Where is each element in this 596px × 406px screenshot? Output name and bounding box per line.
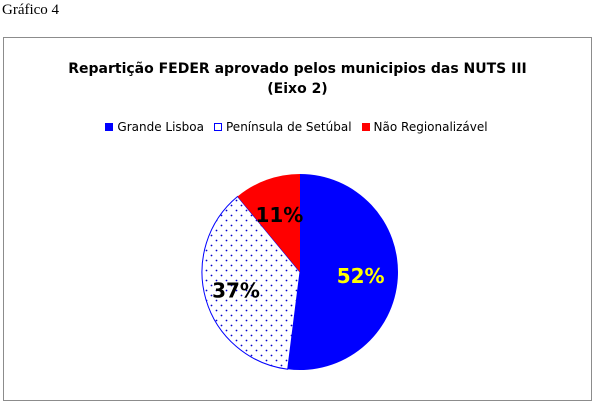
chart-subtitle: (Eixo 2) bbox=[267, 81, 328, 97]
legend-item-grande-lisboa: Grande Lisboa bbox=[105, 120, 204, 134]
pie-chart: 52% 37% 11% bbox=[201, 174, 398, 370]
pie-label-nao-regionalizavel: 11% bbox=[255, 203, 303, 227]
pie-label-peninsula-setubal: 37% bbox=[212, 279, 260, 303]
legend-label-peninsula-setubal: Península de Setúbal bbox=[226, 120, 352, 134]
document-caption: Gráfico 4 bbox=[2, 2, 60, 18]
chart-title: Repartição FEDER aprovado pelos municipi… bbox=[68, 61, 527, 77]
pie-label-grande-lisboa: 52% bbox=[337, 264, 385, 288]
pie-slice-grande-lisboa bbox=[287, 174, 398, 370]
chart-frame: Repartição FEDER aprovado pelos municipi… bbox=[3, 37, 592, 401]
legend-item-nao-regionalizavel: Não Regionalizável bbox=[361, 120, 488, 134]
legend-label-nao-regionalizavel: Não Regionalizável bbox=[373, 120, 488, 134]
legend-swatch-grande-lisboa bbox=[105, 123, 114, 131]
legend-label-grande-lisboa: Grande Lisboa bbox=[117, 120, 204, 134]
pie-slice-nao-regionalizavel bbox=[237, 174, 300, 272]
legend-swatch-peninsula-setubal bbox=[214, 123, 222, 131]
pie-slice-peninsula-setubal bbox=[201, 195, 301, 370]
legend-item-peninsula-setubal: Península de Setúbal bbox=[214, 120, 352, 134]
chart-legend: Grande Lisboa Península de Setúbal Não R… bbox=[4, 120, 591, 134]
legend-swatch-nao-regionalizavel bbox=[361, 123, 370, 131]
